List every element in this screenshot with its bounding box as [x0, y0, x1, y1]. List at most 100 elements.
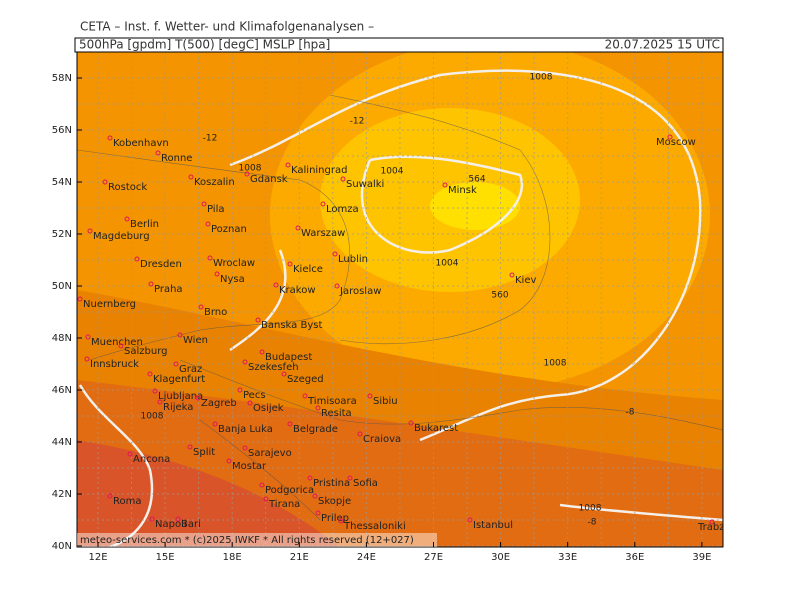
- city-label: Poznan: [211, 224, 247, 235]
- city-marker: [107, 135, 113, 141]
- city-marker: [118, 343, 124, 349]
- contour-label: 560: [491, 291, 508, 301]
- city-label: Innsbruck: [90, 359, 139, 370]
- city-label: Mostar: [232, 461, 267, 472]
- city-label: Sofia: [353, 478, 378, 489]
- city-marker: [295, 225, 301, 231]
- city-label: Ancona: [133, 454, 170, 465]
- city-label: Berlin: [130, 219, 159, 230]
- city-marker: [242, 359, 248, 365]
- city-label: Rostock: [108, 182, 147, 193]
- city-label: Pristina: [313, 478, 350, 489]
- contour-label: -12: [203, 134, 218, 144]
- city-marker: [198, 304, 204, 310]
- city-label: Graz: [179, 364, 202, 375]
- city-label: Moscow: [656, 137, 696, 148]
- city-label: Budapest: [265, 352, 312, 363]
- isobar-label: 1008: [239, 164, 262, 174]
- city-marker: [242, 445, 248, 451]
- city-label: Szeged: [287, 374, 324, 385]
- city-marker: [212, 421, 218, 427]
- city-label: Wien: [183, 335, 208, 346]
- lon-label: 15E: [156, 552, 175, 563]
- lat-label: 40N: [52, 541, 72, 552]
- footer: meteo-services.com * (c)2025 IWKF * All …: [80, 535, 414, 546]
- city-marker: [127, 451, 133, 457]
- city-marker: [152, 388, 158, 394]
- city-label: Zagreb: [201, 398, 237, 409]
- lon-label: 21E: [290, 552, 309, 563]
- isobar-label: 1008: [579, 504, 602, 514]
- city-label: Timisoara: [307, 396, 357, 407]
- lat-label: 58N: [52, 73, 72, 84]
- city-marker: [173, 361, 179, 367]
- isobar-label: 1004: [436, 259, 459, 269]
- city-label: Banska Byst: [261, 320, 322, 331]
- city-marker: [367, 393, 373, 399]
- city-label: Lomza: [326, 204, 359, 215]
- lon-label: 18E: [223, 552, 242, 563]
- city-marker: [320, 201, 326, 207]
- city-marker: [334, 283, 340, 289]
- city-marker: [340, 176, 346, 182]
- city-label: Suwalki: [346, 179, 384, 190]
- city-label: Klagenfurt: [153, 374, 205, 385]
- city-marker: [247, 400, 253, 406]
- city-marker: [201, 201, 207, 207]
- city-label: Lublin: [338, 254, 368, 265]
- city-marker: [285, 162, 291, 168]
- city-marker: [347, 475, 353, 481]
- city-marker: [148, 281, 154, 287]
- city-label: Ronne: [161, 153, 192, 164]
- lat-label: 44N: [52, 437, 72, 448]
- lat-label: 48N: [52, 333, 72, 344]
- city-label: Kaliningrad: [291, 165, 347, 176]
- city-marker: [84, 356, 90, 362]
- city-marker: [259, 482, 265, 488]
- city-label: Bukarest: [414, 423, 458, 434]
- city-marker: [155, 150, 161, 156]
- city-marker: [509, 272, 515, 278]
- lon-label: 27E: [424, 552, 443, 563]
- city-label: Sibiu: [373, 396, 398, 407]
- city-marker: [281, 371, 287, 377]
- city-marker: [357, 431, 363, 437]
- city-label: Napoli: [155, 519, 187, 530]
- city-marker: [307, 475, 313, 481]
- city-marker: [214, 271, 220, 277]
- city-label: Craiova: [363, 434, 401, 445]
- city-marker: [177, 332, 183, 338]
- lon-label: 12E: [88, 552, 107, 563]
- city-label: Krakow: [279, 285, 316, 296]
- city-label: Osijek: [253, 403, 284, 414]
- city-marker: [149, 516, 155, 522]
- lon-label: 36E: [625, 552, 644, 563]
- city-marker: [237, 387, 243, 393]
- city-label: Roma: [113, 496, 142, 507]
- city-marker: [273, 282, 279, 288]
- city-marker: [244, 171, 250, 177]
- isobar-label: 1004: [381, 167, 404, 177]
- city-label: Kielce: [293, 264, 323, 275]
- city-label: Kiev: [515, 275, 536, 286]
- city-marker: [287, 261, 293, 267]
- city-label: Magdeburg: [93, 231, 150, 242]
- city-label: Banja Luka: [218, 424, 273, 435]
- city-label: Podgorica: [265, 485, 314, 496]
- city-marker: [134, 256, 140, 262]
- parameters: 500hPa [gpdm] T(500) [degC] MSLP [hpa]: [79, 38, 330, 52]
- city-label: Kobenhavn: [113, 138, 169, 149]
- city-label: Pila: [207, 204, 225, 215]
- contour-label: -8: [588, 518, 597, 528]
- city-label: Istanbul: [473, 520, 513, 531]
- lat-label: 56N: [52, 125, 72, 136]
- city-marker: [467, 517, 473, 523]
- city-marker: [157, 399, 163, 405]
- map-area: Kobenhavn Ronne Rostock Koszalin GdanskKalin…: [77, 52, 723, 547]
- city-label: Prilep: [321, 513, 349, 524]
- contour-label: 564: [468, 175, 485, 185]
- isobar-label: 1008: [141, 412, 164, 422]
- city-label: Skopje: [318, 496, 351, 507]
- city-marker: [175, 516, 181, 522]
- city-marker: [442, 182, 448, 188]
